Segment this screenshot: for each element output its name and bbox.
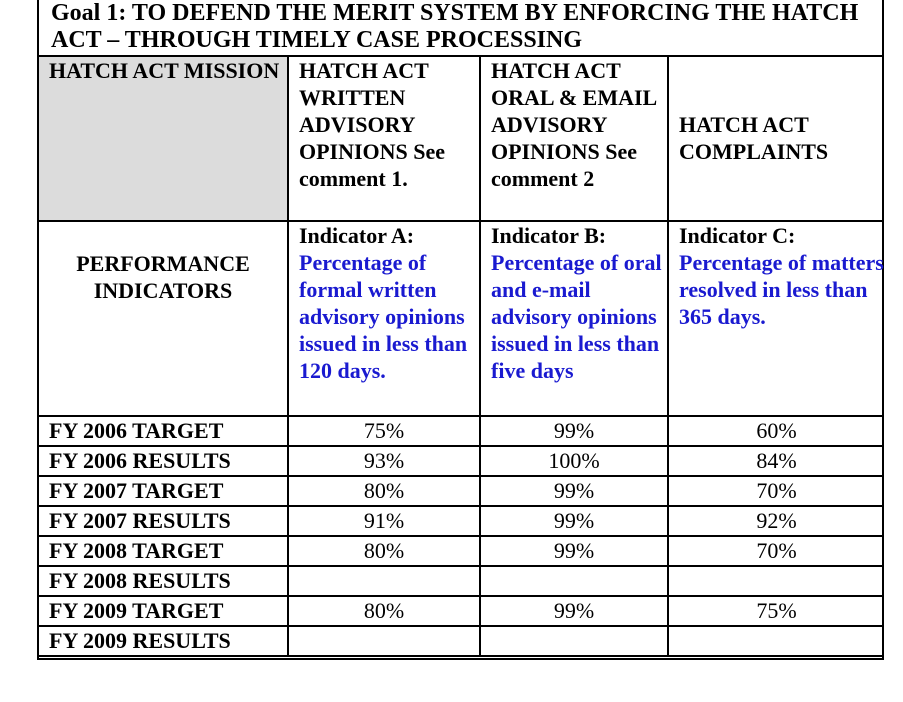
row-label: FY 2008 RESULTS — [39, 565, 289, 597]
indicator-b-label: Indicator B: — [491, 223, 607, 248]
complaints-header-cell: HATCH ACT COMPLAINTS — [667, 55, 884, 222]
indicators-row: PERFORMANCE INDICATORS Indicator A: Perc… — [39, 220, 884, 417]
indicator-b-value: 99% — [479, 505, 669, 537]
indicator-c-cell: Indicator C: Percentage of matters resol… — [667, 220, 884, 417]
indicator-b-value — [479, 625, 669, 657]
table-row: FY 2009 TARGET 80% 99% 75% — [39, 595, 884, 627]
indicator-b-text: Percentage of oral and e-mail advisory o… — [491, 250, 662, 383]
table-row: FY 2008 TARGET 80% 99% 70% — [39, 535, 884, 567]
indicator-c-value: 70% — [667, 535, 884, 567]
row-label: FY 2009 TARGET — [39, 595, 289, 627]
written-opinions-header-cell: HATCH ACT WRITTEN ADVISORY OPINIONS See … — [287, 55, 481, 222]
indicator-b-value: 100% — [479, 445, 669, 477]
table-row: FY 2006 RESULTS 93% 100% 84% — [39, 445, 884, 477]
table-row: FY 2007 RESULTS 91% 99% 92% — [39, 505, 884, 537]
indicator-b-value: 99% — [479, 535, 669, 567]
indicator-c-value — [667, 565, 884, 597]
indicator-a-text: Percentage of formal written advisory op… — [299, 250, 468, 383]
indicator-a-value: 91% — [287, 505, 481, 537]
row-label: FY 2006 TARGET — [39, 415, 289, 447]
indicator-a-value — [287, 565, 481, 597]
indicator-c-value — [667, 625, 884, 657]
oral-email-opinions-header-cell: HATCH ACT ORAL & EMAIL ADVISORY OPINIONS… — [479, 55, 669, 222]
row-label: FY 2009 RESULTS — [39, 625, 289, 657]
indicator-c-text: Percentage of matters resolved in less t… — [679, 250, 884, 329]
mission-header-cell: HATCH ACT MISSION — [39, 55, 289, 222]
indicator-b-value: 99% — [479, 415, 669, 447]
indicator-c-value: 60% — [667, 415, 884, 447]
indicator-c-value: 92% — [667, 505, 884, 537]
row-label: FY 2007 RESULTS — [39, 505, 289, 537]
indicator-c-value: 84% — [667, 445, 884, 477]
table-row: FY 2009 RESULTS — [39, 625, 884, 657]
indicator-c-label: Indicator C: — [679, 223, 796, 248]
row-label: FY 2008 TARGET — [39, 535, 289, 567]
indicator-b-cell: Indicator B: Percentage of oral and e-ma… — [479, 220, 669, 417]
indicator-b-value: 99% — [479, 595, 669, 627]
indicator-a-value — [287, 625, 481, 657]
document-page: Goal 1: TO DEFEND THE MERIT SYSTEM BY EN… — [37, 0, 884, 660]
row-label: FY 2006 RESULTS — [39, 445, 289, 477]
table-row: FY 2006 TARGET 75% 99% 60% — [39, 415, 884, 447]
goal-title: Goal 1: TO DEFEND THE MERIT SYSTEM BY EN… — [51, 0, 859, 53]
indicator-a-value: 80% — [287, 475, 481, 507]
indicator-a-value: 80% — [287, 535, 481, 567]
row-label: FY 2007 TARGET — [39, 475, 289, 507]
indicator-a-label: Indicator A: — [299, 223, 415, 248]
indicator-c-value: 75% — [667, 595, 884, 627]
header-row: HATCH ACT MISSION HATCH ACT WRITTEN ADVI… — [39, 55, 884, 222]
indicator-a-value: 93% — [287, 445, 481, 477]
indicator-b-value — [479, 565, 669, 597]
performance-indicators-label: PERFORMANCE INDICATORS — [39, 220, 289, 417]
indicator-b-value: 99% — [479, 475, 669, 507]
indicator-c-value: 70% — [667, 475, 884, 507]
indicator-a-value: 80% — [287, 595, 481, 627]
indicator-a-value: 75% — [287, 415, 481, 447]
performance-table: HATCH ACT MISSION HATCH ACT WRITTEN ADVI… — [39, 55, 884, 657]
table-row: FY 2008 RESULTS — [39, 565, 884, 597]
indicator-a-cell: Indicator A: Percentage of formal writte… — [287, 220, 481, 417]
table-row: FY 2007 TARGET 80% 99% 70% — [39, 475, 884, 507]
